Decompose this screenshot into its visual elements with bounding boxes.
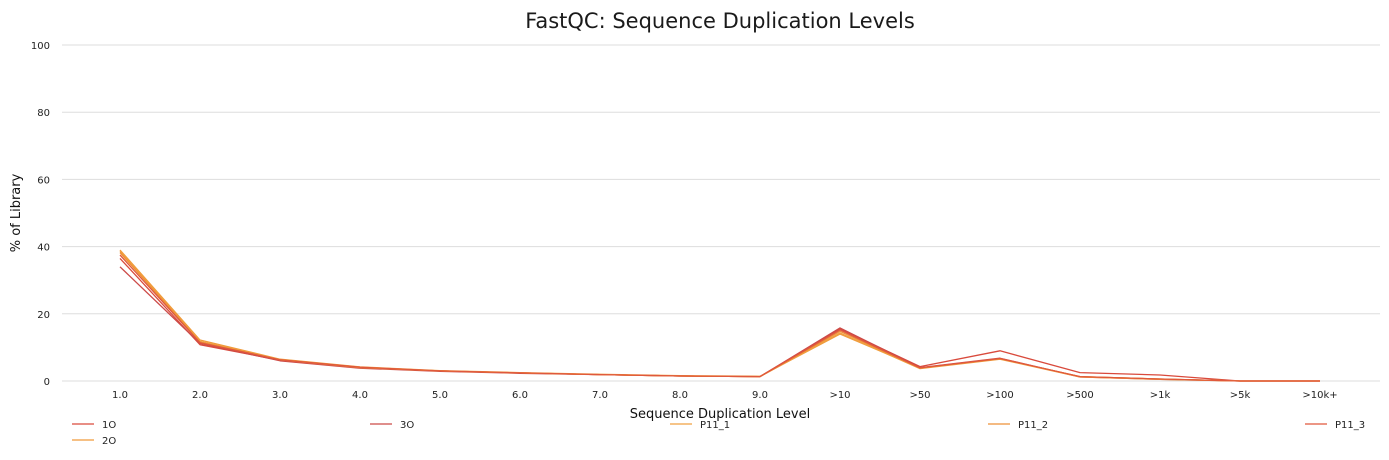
legend-label: 3O (400, 420, 414, 431)
y-tick-label: 80 (37, 108, 50, 119)
x-tick-labels: 1.0 2.0 3.0 4.0 5.0 6.0 7.0 8.0 9.0 >10 >50 >100 >50… (112, 390, 1338, 401)
x-tick-label: >1k (1150, 390, 1171, 401)
x-tick-label: >5k (1230, 390, 1251, 401)
x-tick-label: >100 (986, 390, 1013, 401)
y-tick-label: 40 (37, 243, 50, 254)
y-axis-label: % of Library (9, 173, 24, 252)
series-lines (119, 249, 1320, 382)
x-tick-label: 3.0 (272, 390, 288, 401)
series-line-3o (119, 266, 1320, 382)
x-axis-label: Sequence Duplication Level (630, 407, 810, 422)
legend-label: 2O (102, 436, 116, 447)
chart-title: FastQC: Sequence Duplication Levels (525, 9, 915, 33)
legend-item[interactable]: P11_2 (988, 420, 1048, 431)
y-tick-label: 60 (37, 175, 50, 186)
legend: 1O 2O 3O P11_1 P11_2 P11_3 (72, 420, 1365, 447)
x-tick-label: 9.0 (752, 390, 768, 401)
y-tick-label: 0 (44, 377, 50, 388)
y-tick-label: 20 (37, 310, 50, 321)
x-tick-label: 7.0 (592, 390, 608, 401)
x-tick-label: 2.0 (192, 390, 208, 401)
x-tick-label: 5.0 (432, 390, 448, 401)
legend-label: P11_1 (700, 420, 730, 431)
x-tick-label: >10k+ (1302, 390, 1337, 401)
x-tick-label: >10 (829, 390, 850, 401)
x-tick-label: 4.0 (352, 390, 368, 401)
x-tick-label: 1.0 (112, 390, 128, 401)
x-tick-label: >50 (909, 390, 930, 401)
y-tick-labels: 0 20 40 60 80 100 (31, 41, 50, 388)
series-line-p11-3 (119, 254, 1320, 382)
legend-item[interactable]: P11_1 (670, 420, 730, 431)
legend-item[interactable]: 1O (72, 420, 116, 431)
legend-item[interactable]: 2O (72, 436, 116, 447)
legend-label: 1O (102, 420, 116, 431)
x-tick-label: 6.0 (512, 390, 528, 401)
x-tick-label: >500 (1066, 390, 1093, 401)
legend-item[interactable]: P11_3 (1305, 420, 1365, 431)
x-tick-label: 8.0 (672, 390, 688, 401)
legend-item[interactable]: 3O (370, 420, 414, 431)
legend-label: P11_3 (1335, 420, 1365, 431)
gridlines (62, 44, 1380, 382)
y-tick-label: 100 (31, 41, 50, 52)
legend-label: P11_2 (1018, 420, 1048, 431)
